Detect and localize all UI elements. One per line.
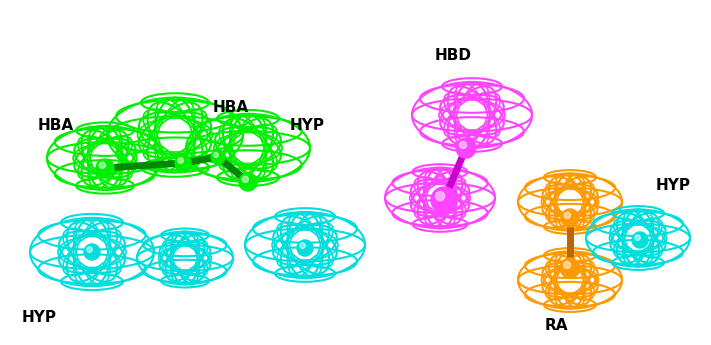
Circle shape [300, 243, 306, 248]
Circle shape [632, 232, 648, 248]
Circle shape [239, 173, 257, 191]
Circle shape [436, 191, 444, 201]
Circle shape [96, 159, 114, 177]
Circle shape [84, 244, 100, 260]
Circle shape [635, 235, 641, 240]
Text: RA: RA [545, 318, 569, 333]
Circle shape [431, 187, 457, 213]
Circle shape [297, 240, 313, 256]
Text: HBA: HBA [213, 100, 249, 115]
Text: HYP: HYP [22, 310, 57, 325]
Text: HBD: HBD [435, 48, 472, 63]
Circle shape [456, 138, 476, 158]
Circle shape [213, 152, 218, 157]
Circle shape [561, 209, 579, 227]
Circle shape [175, 155, 191, 171]
Circle shape [560, 258, 580, 278]
Circle shape [459, 141, 466, 148]
Circle shape [564, 262, 570, 268]
Text: HYP: HYP [290, 118, 325, 133]
Circle shape [242, 176, 248, 183]
Circle shape [87, 247, 92, 253]
Circle shape [211, 150, 225, 164]
Text: HYP: HYP [656, 178, 691, 193]
Text: HBA: HBA [38, 118, 74, 133]
Circle shape [178, 158, 183, 164]
Circle shape [564, 212, 570, 218]
Circle shape [99, 162, 105, 168]
